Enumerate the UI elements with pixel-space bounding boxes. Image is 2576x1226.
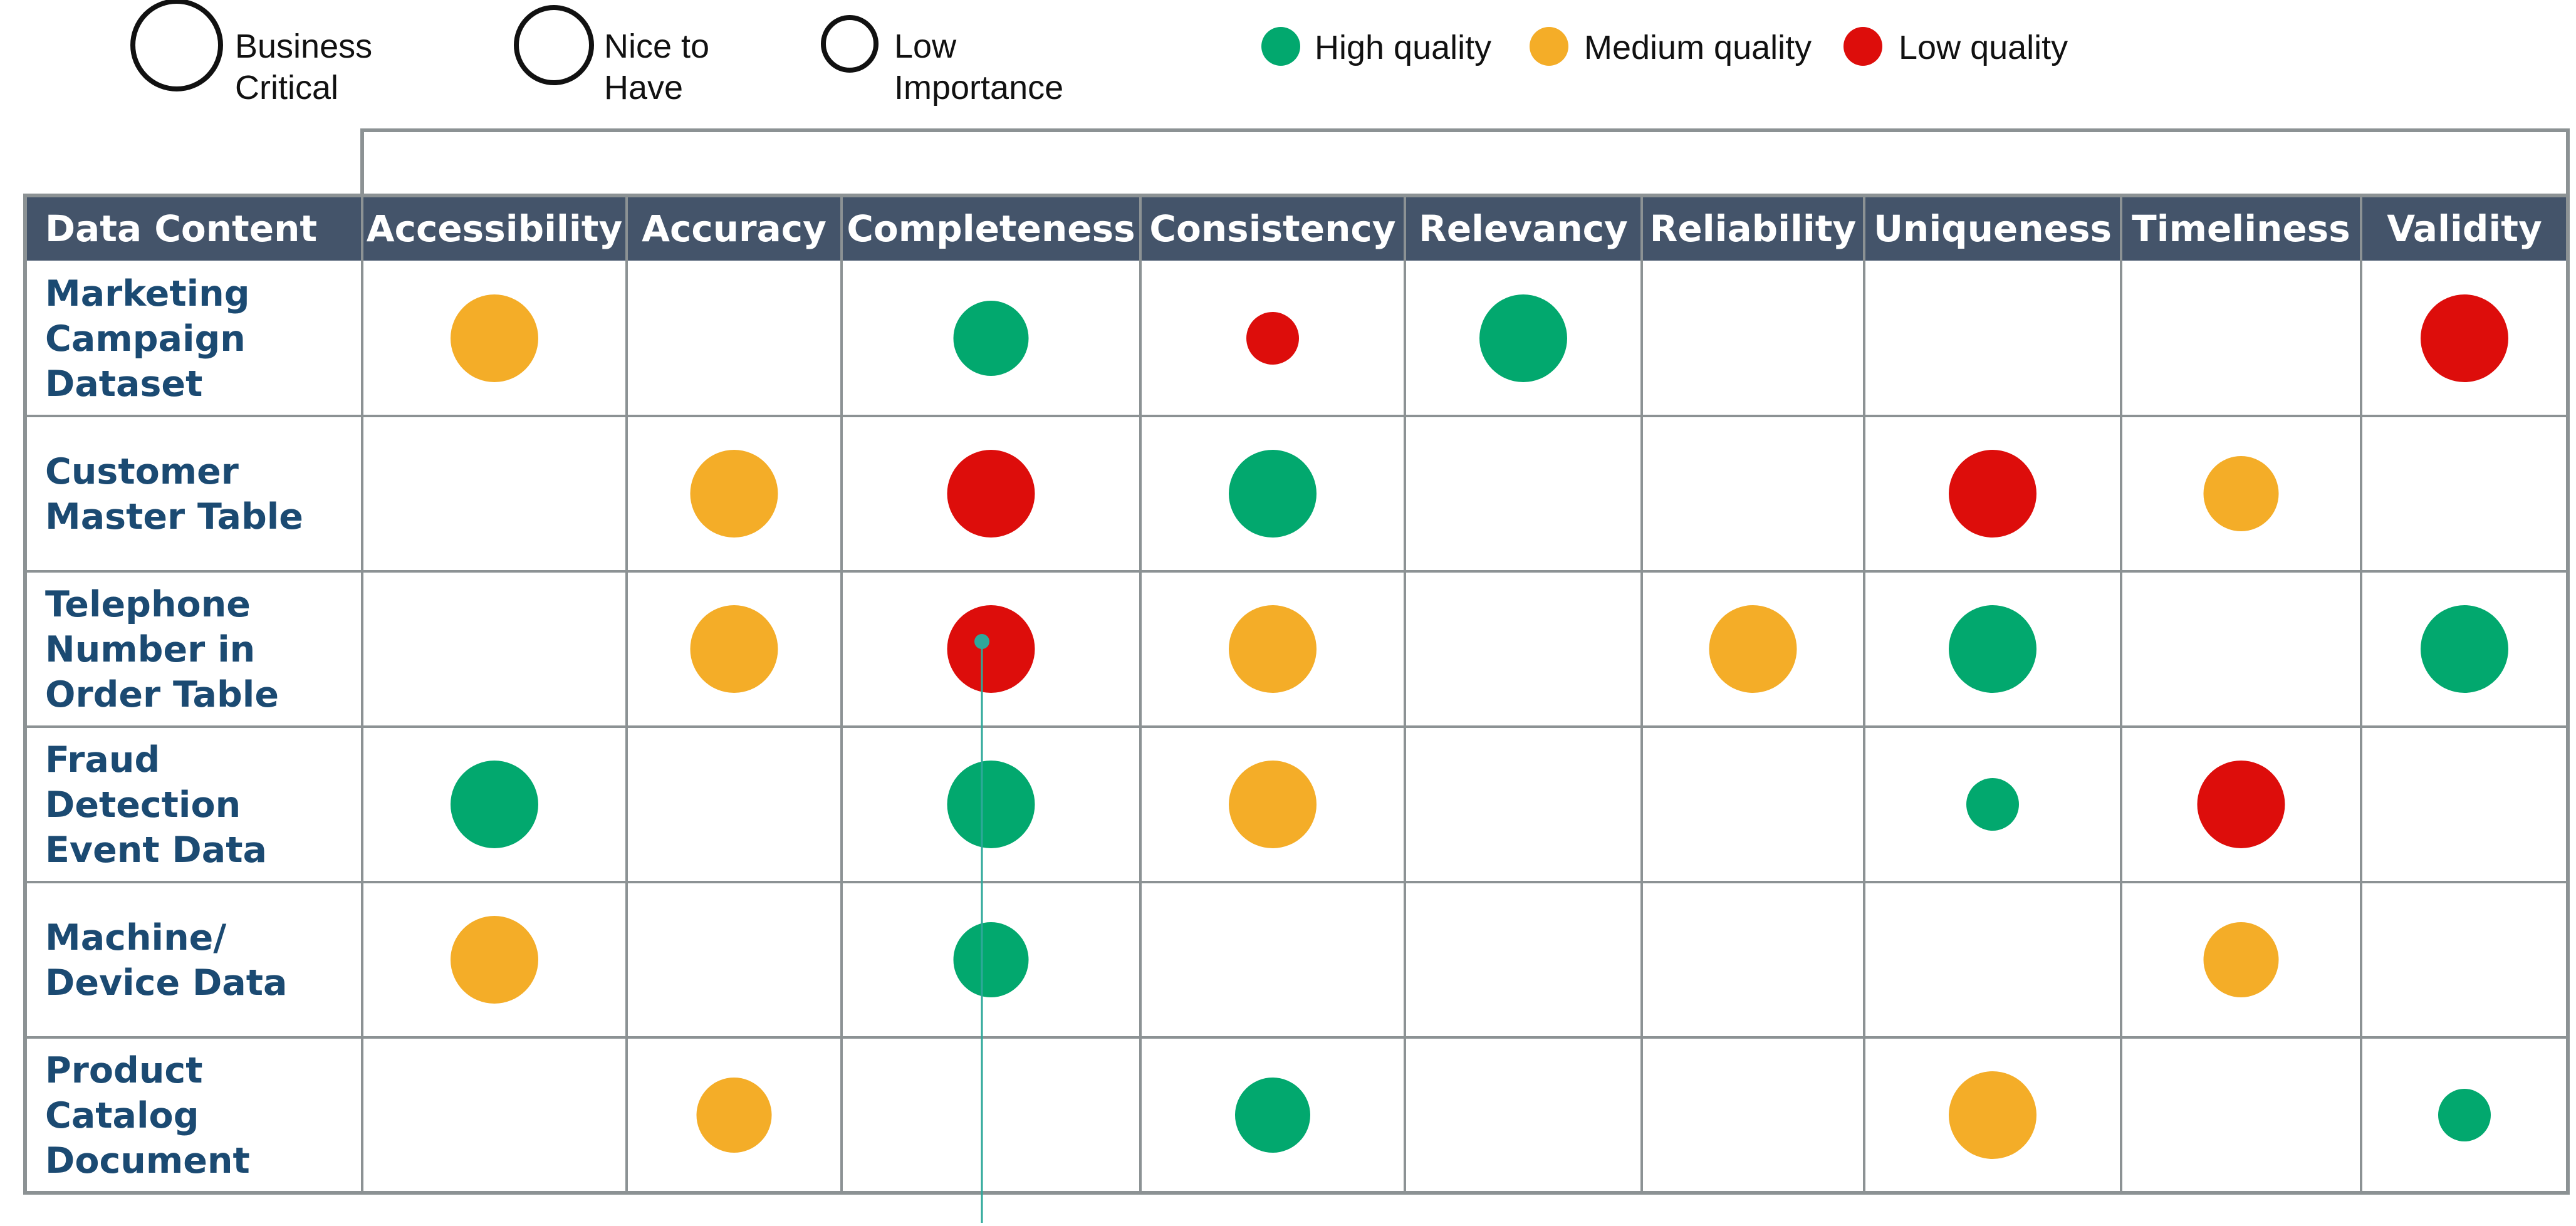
- quality-dot-medium-accessibility: [451, 294, 538, 382]
- quality-dot-high-relevancy: [1479, 294, 1567, 382]
- column-header-reliability: Reliability: [1650, 207, 1857, 250]
- row-label: Device Data: [45, 962, 287, 1004]
- column-header-completeness: Completeness: [847, 207, 1135, 250]
- quality-dot-high-validity: [2438, 1089, 2491, 1141]
- header-band: [25, 195, 2568, 261]
- quality-dot-medium-timeliness: [2203, 456, 2279, 531]
- quality-dot-low-uniqueness: [1949, 450, 2036, 538]
- legend-nice-to-have-circle-icon: [514, 5, 594, 85]
- row-label: Machine/: [45, 917, 226, 958]
- legend-high-quality-label: High quality: [1315, 29, 1491, 66]
- column-header-relevancy: Relevancy: [1419, 207, 1628, 250]
- legend-business-critical-circle-icon: [130, 0, 223, 91]
- row-label: Dataset: [45, 363, 202, 405]
- pointer-dot-icon: [974, 634, 989, 649]
- row-label: Order Table: [45, 674, 279, 715]
- legend-low-importance-label: Importance: [894, 69, 1063, 106]
- quality-dot-medium-accuracy: [690, 450, 778, 538]
- legend-business-critical-label: Business: [235, 28, 372, 65]
- quality-dot-medium-timeliness: [2203, 922, 2279, 997]
- column-header-validity: Validity: [2387, 207, 2542, 250]
- legend-low-importance-circle-icon: [821, 15, 879, 73]
- quality-dot-low-completeness: [947, 450, 1035, 538]
- row-label: Marketing: [45, 273, 250, 314]
- quality-dot-high-uniqueness: [1966, 778, 2019, 831]
- quality-dot-low-timeliness: [2197, 761, 2285, 848]
- quality-dot-high-completeness: [947, 761, 1035, 848]
- column-header-consistency: Consistency: [1149, 207, 1395, 250]
- quality-dot-medium-uniqueness: [1949, 1071, 2036, 1159]
- quality-dot-medium-reliability: [1709, 605, 1797, 693]
- quality-dot-low-validity: [2421, 294, 2508, 382]
- legend-nice-to-have-label: Nice to: [604, 28, 709, 65]
- quality-dot-high-uniqueness: [1949, 605, 2036, 693]
- row-label: Detection: [45, 784, 241, 826]
- column-header-accuracy: Accuracy: [642, 207, 827, 250]
- quality-dot-high-completeness: [953, 922, 1029, 997]
- column-header-accessibility: Accessibility: [367, 207, 623, 250]
- quality-dot-high-validity: [2421, 605, 2508, 693]
- column-header-uniqueness: Uniqueness: [1874, 207, 2112, 250]
- quality-dot-medium-accuracy: [696, 1078, 772, 1153]
- quality-dot-high-accessibility: [451, 761, 538, 848]
- legend-medium-quality-dot-icon: [1530, 27, 1568, 66]
- row-label: Master Table: [45, 496, 303, 538]
- grid-lines: [25, 195, 2568, 1193]
- row-label: Telephone: [45, 584, 251, 625]
- row-label: Document: [45, 1140, 250, 1182]
- legend-nice-to-have-label: Have: [604, 69, 683, 106]
- column-header-timeliness: Timeliness: [2132, 207, 2350, 250]
- row-label: Event Data: [45, 829, 267, 871]
- legend-business-critical-label: Critical: [235, 69, 338, 106]
- quality-dot-medium-accessibility: [451, 916, 538, 1004]
- legend-low-quality-dot-icon: [1843, 27, 1882, 66]
- row-label: Product: [45, 1050, 202, 1091]
- corner-label: Data Content: [45, 207, 317, 250]
- legend-high-quality-dot-icon: [1261, 27, 1300, 66]
- row-label: Catalog: [45, 1095, 199, 1136]
- row-label: Customer: [45, 451, 239, 492]
- legend-low-quality-label: Low quality: [1899, 29, 2068, 66]
- quality-dot-high-completeness: [953, 301, 1029, 376]
- quality-dot-medium-consistency: [1229, 605, 1317, 693]
- row-label: Number in: [45, 629, 255, 670]
- quality-dot-medium-accuracy: [690, 605, 778, 693]
- legend-low-importance-label: Low: [894, 28, 957, 65]
- quality-dot-high-consistency: [1235, 1078, 1310, 1153]
- table-border: [23, 194, 2570, 1195]
- quality-dot-low-completeness: [947, 605, 1035, 693]
- quality-dot-low-consistency: [1246, 312, 1299, 365]
- row-label: Campaign: [45, 318, 246, 360]
- quality-dot-high-consistency: [1229, 450, 1317, 538]
- row-label: Fraud: [45, 739, 160, 781]
- column-bracket: [360, 128, 2570, 195]
- quality-dot-medium-consistency: [1229, 761, 1317, 848]
- legend-medium-quality-label: Medium quality: [1584, 29, 1812, 66]
